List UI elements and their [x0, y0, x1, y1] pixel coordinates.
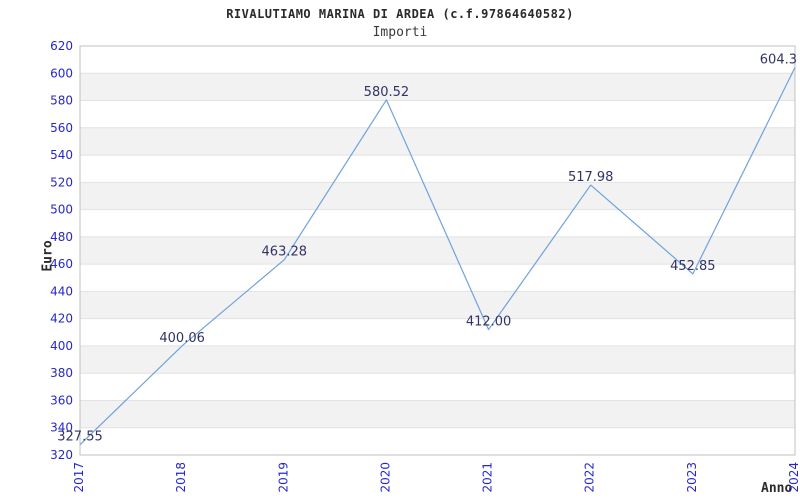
- y-tick-label: 600: [50, 66, 73, 80]
- y-tick-label: 480: [50, 230, 73, 244]
- data-point-label: 604.3: [760, 52, 797, 67]
- x-tick-label: 2022: [583, 462, 597, 493]
- y-tick-label: 540: [50, 148, 73, 162]
- data-point-label: 452.85: [670, 259, 716, 274]
- y-tick-label: 420: [50, 312, 73, 326]
- y-tick-label: 580: [50, 94, 73, 108]
- x-tick-label: 2023: [685, 462, 699, 493]
- y-tick-label: 500: [50, 203, 73, 217]
- y-tick-label: 520: [50, 175, 73, 189]
- y-tick-label: 440: [50, 284, 73, 298]
- plot-band: [80, 127, 795, 156]
- plot-border: [79, 45, 796, 456]
- chart-subtitle: Importi: [372, 25, 428, 40]
- data-point-label: 580.52: [364, 85, 410, 100]
- data-point-label: 463.28: [262, 245, 308, 260]
- x-tick-label: 2020: [378, 462, 392, 493]
- plot-band: [80, 182, 795, 210]
- y-tick-label: 620: [50, 39, 73, 53]
- data-point-label: 517.98: [568, 170, 614, 185]
- y-tick-label: 400: [50, 339, 73, 353]
- chart-line: [79, 67, 796, 446]
- x-tick-label: 2021: [481, 462, 495, 493]
- y-tick-label: 360: [50, 393, 73, 407]
- x-axis-title: Anno: [761, 481, 793, 496]
- plot-band: [80, 73, 795, 101]
- x-tick-label: 2019: [276, 462, 290, 493]
- plot-band: [80, 400, 795, 428]
- x-tick-label: 2017: [72, 462, 86, 493]
- y-tick-label: 320: [50, 448, 73, 462]
- y-tick-label: 460: [50, 257, 73, 271]
- y-tick-label: 340: [50, 421, 73, 435]
- y-tick-label: 560: [50, 121, 73, 135]
- data-point-label: 400.06: [159, 331, 205, 346]
- y-tick-label: 380: [50, 366, 73, 380]
- data-point-label: 327.55: [57, 430, 103, 445]
- plot-band: [80, 291, 795, 319]
- chart-title: RIVALUTIAMO MARINA DI ARDEA (c.f.9786464…: [226, 7, 574, 21]
- x-tick-label: 2024: [787, 462, 800, 493]
- plot-band: [80, 345, 795, 374]
- data-point-label: 412.00: [466, 315, 512, 330]
- x-tick-label: 2018: [174, 462, 188, 493]
